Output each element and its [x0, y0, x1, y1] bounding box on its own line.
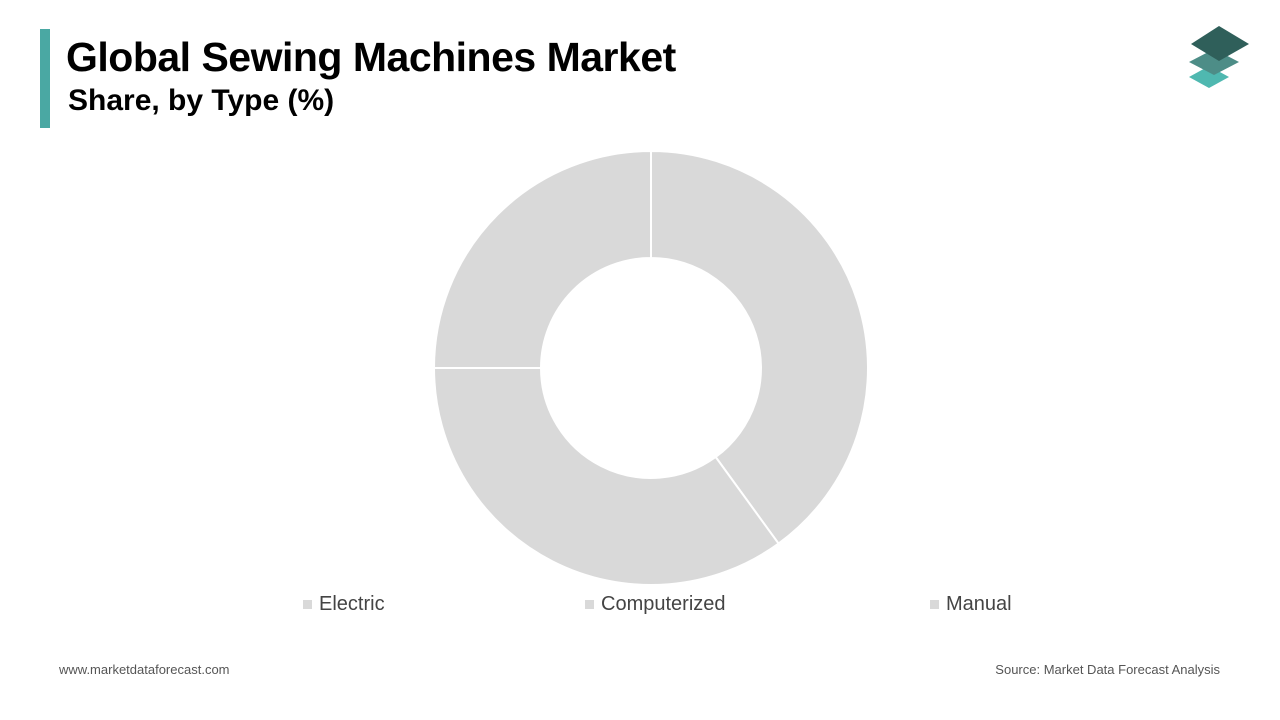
- legend-item-electric: Electric: [303, 591, 385, 617]
- website-footer: www.marketdataforecast.com: [59, 662, 230, 677]
- slice-manual: [432, 149, 652, 369]
- slice-computerized: [432, 367, 780, 586]
- source-footer: Source: Market Data Forecast Analysis: [995, 662, 1220, 677]
- legend-item-computerized: Computerized: [585, 591, 726, 617]
- legend-swatch: [303, 599, 312, 609]
- legend-label: Manual: [946, 592, 1012, 615]
- stacked-layers-icon: [1189, 26, 1249, 88]
- slice-electric: [650, 149, 869, 545]
- page-title: Global Sewing Machines Market: [66, 34, 676, 80]
- page-subtitle: Share, by Type (%): [68, 84, 335, 117]
- logo-layer-top: [1191, 26, 1249, 61]
- title-accent-bar: [40, 29, 50, 128]
- donut-slices: [432, 149, 869, 586]
- legend-label: Computerized: [601, 592, 726, 615]
- legend-swatch: [930, 599, 939, 609]
- legend-label: Electric: [319, 592, 385, 615]
- legend-swatch: [585, 599, 594, 609]
- legend-item-manual: Manual: [930, 591, 1012, 617]
